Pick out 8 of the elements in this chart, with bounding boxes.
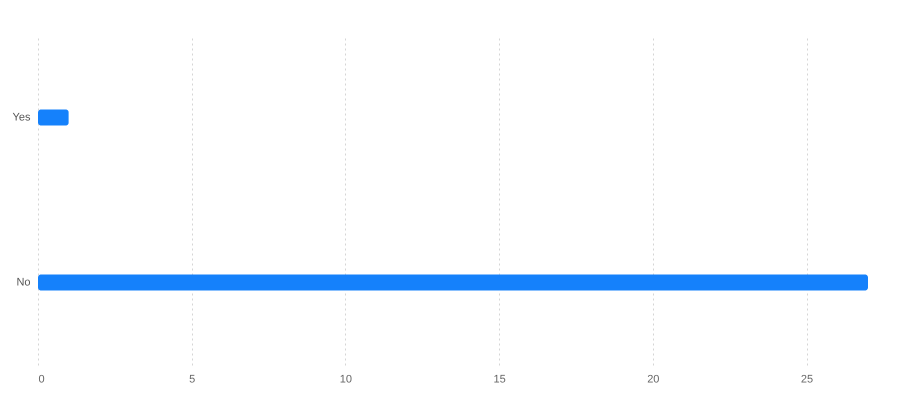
x-tick-label: 20	[647, 374, 660, 386]
y-tick-label: No	[16, 276, 30, 288]
y-tick-label: Yes	[12, 112, 31, 124]
x-tick-label: 15	[493, 374, 506, 386]
x-tick-label: 10	[340, 374, 352, 386]
x-tick-label: 25	[800, 374, 814, 386]
x-tick-label: 0	[38, 374, 45, 386]
x-tick-label: 5	[189, 374, 196, 386]
